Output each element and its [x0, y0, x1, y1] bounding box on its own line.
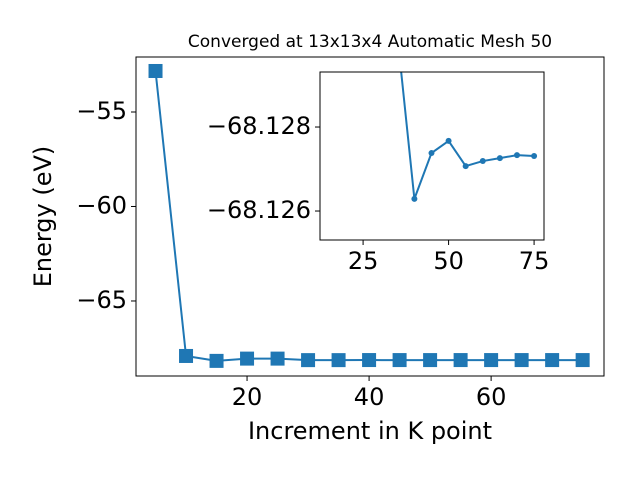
x-tick-label: 60 [476, 383, 507, 411]
marker [331, 353, 346, 368]
axes-frame [319, 71, 545, 241]
marker [513, 152, 520, 159]
marker [179, 348, 194, 363]
marker [301, 353, 316, 368]
marker [240, 351, 255, 366]
y-tick-label: −68.126 [207, 196, 311, 224]
marker [462, 163, 469, 170]
marker [362, 353, 377, 368]
x-tick-label: 75 [519, 247, 550, 275]
marker [479, 158, 486, 165]
plot-area [148, 63, 590, 368]
marker [545, 353, 560, 368]
marker [453, 353, 468, 368]
marker [411, 195, 418, 202]
y-tick-label: −60 [76, 191, 127, 219]
marker [514, 353, 529, 368]
plot-area [400, 72, 538, 202]
y-tick-label: −68.128 [207, 112, 311, 140]
marker [531, 153, 538, 159]
marker [209, 353, 224, 368]
y-axis-label: Energy (eV) [29, 146, 57, 288]
marker [148, 63, 163, 78]
marker [575, 353, 590, 368]
axes-frame [135, 56, 605, 377]
marker [270, 351, 285, 366]
marker [484, 353, 499, 368]
marker [392, 353, 407, 368]
chart-title: Converged at 13x13x4 Automatic Mesh 50 [188, 32, 552, 52]
x-tick-label: 25 [348, 247, 379, 275]
x-tick-label: 20 [232, 383, 263, 411]
y-tick-label: −65 [76, 286, 127, 314]
marker [445, 137, 452, 144]
marker [423, 353, 438, 368]
x-tick-label: 50 [433, 247, 464, 275]
x-axis-label: Increment in K point [248, 417, 492, 445]
marker [496, 155, 503, 162]
x-tick-label: 40 [354, 383, 385, 411]
y-tick-label: −55 [76, 97, 127, 125]
marker [428, 150, 435, 157]
